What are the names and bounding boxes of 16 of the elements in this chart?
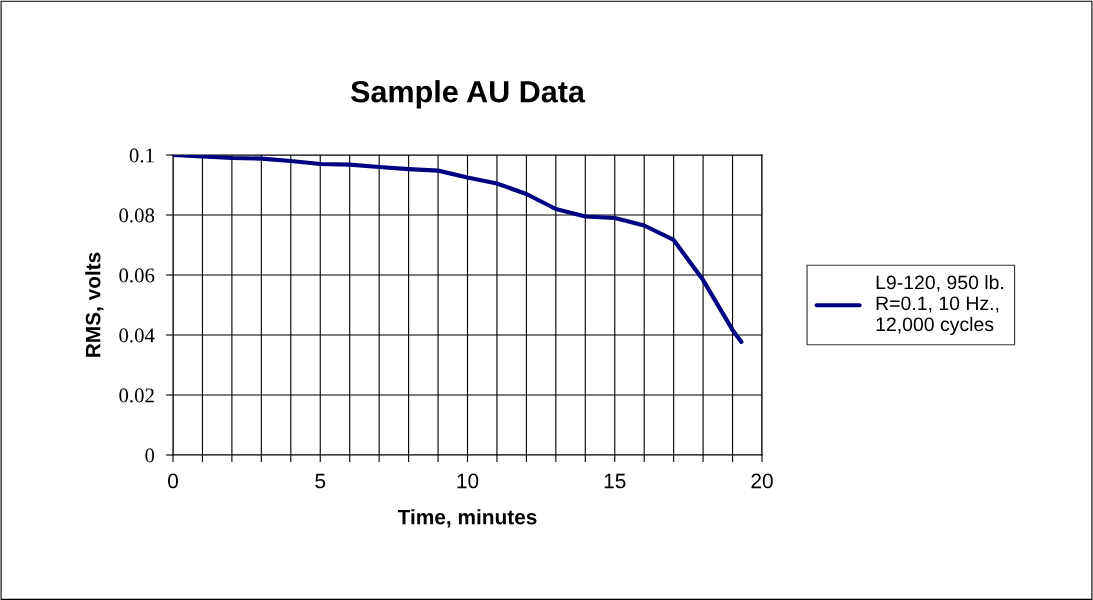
x-tick-label: 5 (315, 473, 326, 489)
y-tick-label: 0.02 (119, 388, 154, 403)
chart-title: Sample AU Data (350, 80, 586, 109)
y-tick-label: 0.06 (119, 268, 155, 283)
y-tick-label: 0 (145, 448, 155, 463)
y-tick-label: 0.08 (119, 208, 155, 223)
x-axis-title: Time, minutes (397, 509, 537, 528)
legend-label: L9-120, 950 lb. R=0.1, 10 Hz., 12,000 cycles (876, 274, 1004, 336)
y-tick-label: 0.04 (119, 328, 155, 343)
x-tick-label: 0 (168, 473, 178, 489)
x-tick-label: 10 (457, 473, 479, 489)
x-tick-label: 20 (751, 473, 773, 489)
y-tick-label: 0.1 (129, 148, 154, 163)
line-series (173, 155, 744, 344)
x-tick-label: 15 (604, 473, 626, 489)
y-axis-title: RMS, volts (85, 252, 104, 357)
